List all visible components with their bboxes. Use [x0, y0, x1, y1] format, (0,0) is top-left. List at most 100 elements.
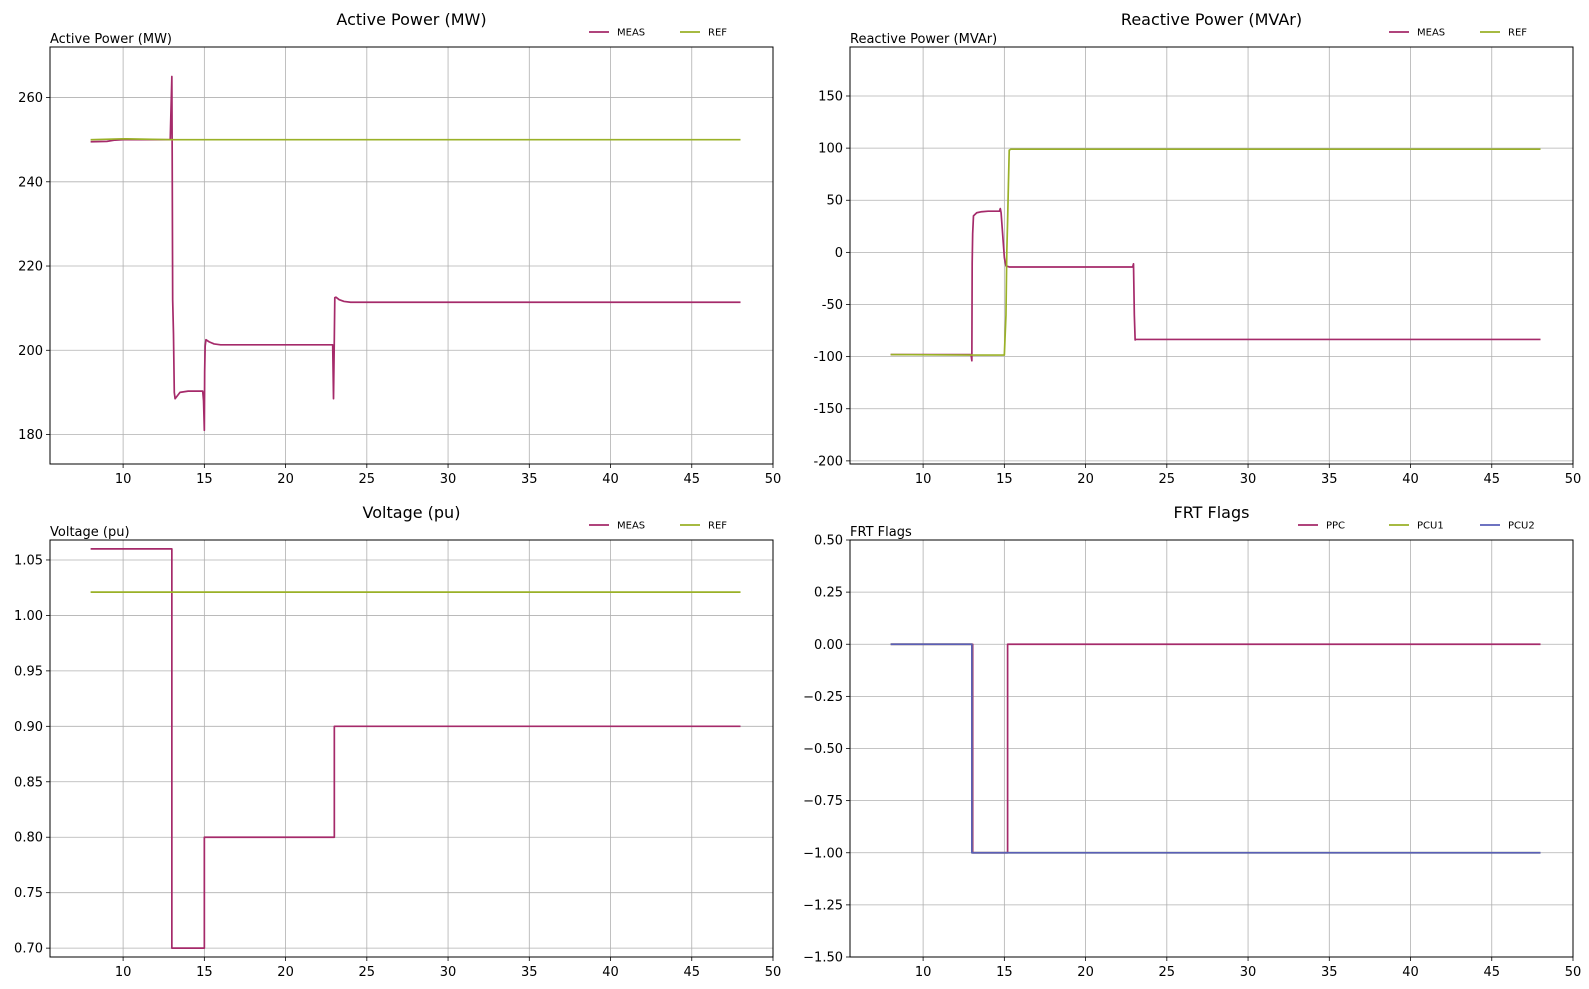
chart-4-axes-frame — [849, 539, 1574, 958]
chart-3-ytick-label: 1.05 — [14, 553, 43, 568]
chart-4-xtick-label: 40 — [1402, 965, 1419, 980]
chart-4-xtick-label: 45 — [1483, 965, 1500, 980]
chart-1-legend: MEAS REF — [589, 28, 727, 39]
chart-1-ytick-label: 220 — [18, 260, 43, 275]
chart-1-xtick-label: 30 — [440, 472, 457, 487]
chart-1-series-meas-line — [90, 75, 741, 432]
chart-1-xtick-label: 10 — [115, 472, 132, 487]
chart-2-series-meas-line — [890, 207, 1541, 362]
chart-1-title: Active Power (MW) — [336, 10, 486, 29]
chart-3-legend-label: REF — [708, 521, 727, 532]
chart-2-xtick-label: 20 — [1077, 472, 1094, 487]
chart-4-title: FRT Flags — [1174, 503, 1250, 522]
chart-4-xtick-label: 20 — [1077, 965, 1094, 980]
chart-1-ylabel: Active Power (MW) — [50, 32, 172, 47]
chart-2-ytick-label: 100 — [818, 142, 843, 157]
chart-2-series-ref-line — [890, 148, 1541, 356]
chart-4-ytick-label: −0.50 — [803, 742, 843, 757]
chart-3-xtick-label: 50 — [765, 965, 782, 980]
chart-4-series-pcu2-line — [890, 643, 1541, 854]
chart-2-xtick-label: 50 — [1565, 472, 1582, 487]
chart-2: Reactive Power (MVAr) Reactive Power (MVA… — [813, 10, 1581, 487]
chart-2-legend-label: REF — [1508, 28, 1527, 39]
chart-3-legend-label: MEAS — [617, 521, 645, 532]
chart-3-ytick-label: 0.75 — [14, 886, 43, 901]
chart-3-ylabel: Voltage (pu) — [50, 525, 130, 540]
chart-4-ytick-label: −1.00 — [803, 846, 843, 861]
chart-1-xtick-label: 25 — [359, 472, 376, 487]
chart-4-xtick-label: 35 — [1321, 965, 1338, 980]
chart-3-series-meas-line — [90, 548, 741, 949]
chart-1-ytick-label: 180 — [18, 428, 43, 443]
chart-2-legend: MEAS REF — [1389, 28, 1527, 39]
chart-1-xtick-label: 15 — [196, 472, 213, 487]
chart-4: FRT Flags FRT Flags 10 15 20 25 30 35 40 45 50 −1.5… — [803, 503, 1581, 980]
chart-1-xtick-label: 40 — [602, 472, 619, 487]
chart-2-ylabel: Reactive Power (MVAr) — [850, 32, 997, 47]
chart-2-axes-frame — [849, 46, 1574, 465]
chart-3-ytick-label: 0.90 — [14, 720, 43, 735]
chart-4-legend-label: PPC — [1326, 521, 1345, 532]
chart-4-ytick-label: −0.25 — [803, 690, 843, 705]
chart-4-legend-label: PCU1 — [1417, 521, 1444, 532]
chart-2-legend-label: MEAS — [1417, 28, 1445, 39]
chart-3-xtick-label: 40 — [602, 965, 619, 980]
chart-1-xtick-label: 50 — [765, 472, 782, 487]
chart-3-xtick-label: 20 — [277, 965, 294, 980]
chart-3-xtick-label: 35 — [521, 965, 538, 980]
chart-3-ytick-label: 0.95 — [14, 664, 43, 679]
chart-2-xtick-label: 35 — [1321, 472, 1338, 487]
chart-3-xtick-label: 45 — [683, 965, 700, 980]
chart-1-xtick-label: 20 — [277, 472, 294, 487]
chart-3-ytick-label: 0.80 — [14, 831, 43, 846]
chart-4-legend-label: PCU2 — [1508, 521, 1535, 532]
chart-2-xtick-label: 30 — [1240, 472, 1257, 487]
chart-4-xtick-label: 50 — [1565, 965, 1582, 980]
chart-3-ytick-label: 0.70 — [14, 942, 43, 957]
chart-4-ytick-label: 0.50 — [814, 534, 843, 549]
chart-4-ylabel: FRT Flags — [850, 525, 912, 540]
chart-3-legend: MEAS REF — [589, 521, 727, 532]
chart-1-xtick-label: 45 — [683, 472, 700, 487]
chart-4-ytick-label: −1.50 — [803, 951, 843, 966]
chart-2-ytick-label: -100 — [813, 350, 843, 365]
chart-4-xtick-label: 30 — [1240, 965, 1257, 980]
chart-2-ytick-label: 150 — [818, 89, 843, 104]
chart-1-xtick-label: 35 — [521, 472, 538, 487]
chart-2-xtick-label: 10 — [915, 472, 932, 487]
chart-3-xtick-label: 30 — [440, 965, 457, 980]
chart-2-xtick-label: 25 — [1159, 472, 1176, 487]
chart-1-ytick-label: 260 — [18, 91, 43, 106]
chart-2-ytick-label: 50 — [826, 194, 843, 209]
chart-1-series-ref-line — [90, 137, 741, 141]
chart-4-ytick-label: 0.00 — [814, 638, 843, 653]
chart-3-xtick-label: 25 — [359, 965, 376, 980]
chart-1-legend-label: REF — [708, 28, 727, 39]
chart-3-xtick-label: 15 — [196, 965, 213, 980]
chart-3: Voltage (pu) Voltage (pu) 10 15 20 25 30 35 40 45… — [14, 503, 781, 980]
chart-2-ytick-label: -200 — [813, 454, 843, 469]
chart-3-axes-frame — [49, 539, 774, 958]
chart-2-xtick-label: 15 — [996, 472, 1013, 487]
chart-2-title: Reactive Power (MVAr) — [1121, 10, 1302, 29]
chart-1-legend-label: MEAS — [617, 28, 645, 39]
chart-1-axes-frame — [49, 46, 774, 465]
chart-2-ytick-label: -150 — [813, 402, 843, 417]
chart-4-xtick-label: 15 — [996, 965, 1013, 980]
chart-1-ytick-label: 200 — [18, 344, 43, 359]
chart-3-xtick-label: 10 — [115, 965, 132, 980]
chart-4-ytick-label: −0.75 — [803, 794, 843, 809]
chart-4-legend: PPC PCU1 PCU2 — [1298, 521, 1535, 532]
chart-2-xtick-label: 45 — [1483, 472, 1500, 487]
chart-2-xtick-label: 40 — [1402, 472, 1419, 487]
chart-3-title: Voltage (pu) — [363, 503, 461, 522]
chart-1-ytick-label: 240 — [18, 175, 43, 190]
chart-3-ytick-label: 0.85 — [14, 775, 43, 790]
chart-4-ytick-label: 0.25 — [814, 586, 843, 601]
chart-3-ytick-label: 1.00 — [14, 609, 43, 624]
chart-4-xtick-label: 10 — [915, 965, 932, 980]
chart-4-xtick-label: 25 — [1159, 965, 1176, 980]
chart-2-ytick-label: -50 — [822, 298, 843, 313]
chart-4-ytick-label: −1.25 — [803, 898, 843, 913]
